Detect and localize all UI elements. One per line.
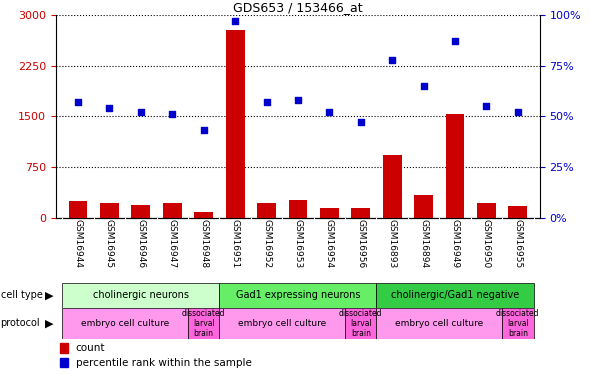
Bar: [445, 114, 464, 218]
Title: GDS653 / 153466_at: GDS653 / 153466_at: [233, 1, 363, 14]
Bar: [68, 201, 87, 217]
Bar: [376, 283, 533, 308]
Text: GSM16950: GSM16950: [482, 219, 491, 269]
Text: cholinergic/Gad1 negative: cholinergic/Gad1 negative: [391, 290, 519, 300]
Bar: [219, 308, 345, 339]
Text: GSM16954: GSM16954: [325, 219, 334, 268]
Bar: [226, 30, 244, 217]
Bar: [188, 308, 219, 339]
Text: dissociated
larval
brain: dissociated larval brain: [182, 309, 225, 338]
Bar: [345, 308, 376, 339]
Point: [481, 103, 491, 109]
Bar: [352, 208, 370, 218]
Point: [105, 105, 114, 111]
Point: [293, 97, 303, 103]
Text: protocol: protocol: [1, 318, 40, 328]
Bar: [502, 308, 533, 339]
Point: [136, 109, 146, 115]
Text: count: count: [76, 343, 105, 353]
Point: [450, 38, 460, 44]
Text: ▶: ▶: [45, 318, 53, 328]
Text: GSM16945: GSM16945: [105, 219, 114, 268]
Bar: [60, 358, 68, 368]
Text: GSM16953: GSM16953: [293, 219, 303, 269]
Bar: [60, 343, 68, 353]
Bar: [477, 202, 496, 217]
Bar: [132, 205, 150, 218]
Bar: [100, 202, 119, 217]
Bar: [63, 308, 188, 339]
Point: [356, 119, 365, 125]
Text: GSM16952: GSM16952: [262, 219, 271, 268]
Point: [262, 99, 271, 105]
Bar: [163, 203, 182, 217]
Text: GSM16948: GSM16948: [199, 219, 208, 268]
Bar: [414, 195, 433, 217]
Point: [231, 18, 240, 24]
Point: [199, 128, 208, 134]
Point: [168, 111, 177, 117]
Text: dissociated
larval
brain: dissociated larval brain: [339, 309, 382, 338]
Text: cell type: cell type: [1, 290, 42, 300]
Text: GSM16955: GSM16955: [513, 219, 522, 269]
Text: dissociated
larval
brain: dissociated larval brain: [496, 309, 540, 338]
Point: [324, 109, 334, 115]
Text: embryo cell culture: embryo cell culture: [395, 319, 483, 328]
Text: GSM16956: GSM16956: [356, 219, 365, 269]
Text: GSM16947: GSM16947: [168, 219, 177, 268]
Bar: [289, 200, 307, 217]
Text: percentile rank within the sample: percentile rank within the sample: [76, 358, 251, 368]
Text: GSM16894: GSM16894: [419, 219, 428, 268]
Text: GSM16951: GSM16951: [231, 219, 240, 269]
Bar: [509, 206, 527, 218]
Bar: [219, 283, 376, 308]
Point: [419, 83, 428, 89]
Bar: [257, 203, 276, 217]
Text: GSM16944: GSM16944: [74, 219, 83, 268]
Text: GSM16946: GSM16946: [136, 219, 145, 268]
Bar: [194, 212, 213, 217]
Point: [388, 57, 397, 63]
Bar: [63, 283, 219, 308]
Bar: [376, 308, 502, 339]
Text: GSM16949: GSM16949: [451, 219, 460, 268]
Bar: [320, 209, 339, 218]
Text: ▶: ▶: [45, 290, 53, 300]
Point: [73, 99, 83, 105]
Text: cholinergic neurons: cholinergic neurons: [93, 290, 189, 300]
Point: [513, 109, 523, 115]
Text: GSM16893: GSM16893: [388, 219, 396, 269]
Text: embryo cell culture: embryo cell culture: [81, 319, 169, 328]
Text: Gad1 expressing neurons: Gad1 expressing neurons: [235, 290, 360, 300]
Text: embryo cell culture: embryo cell culture: [238, 319, 326, 328]
Bar: [383, 155, 402, 218]
